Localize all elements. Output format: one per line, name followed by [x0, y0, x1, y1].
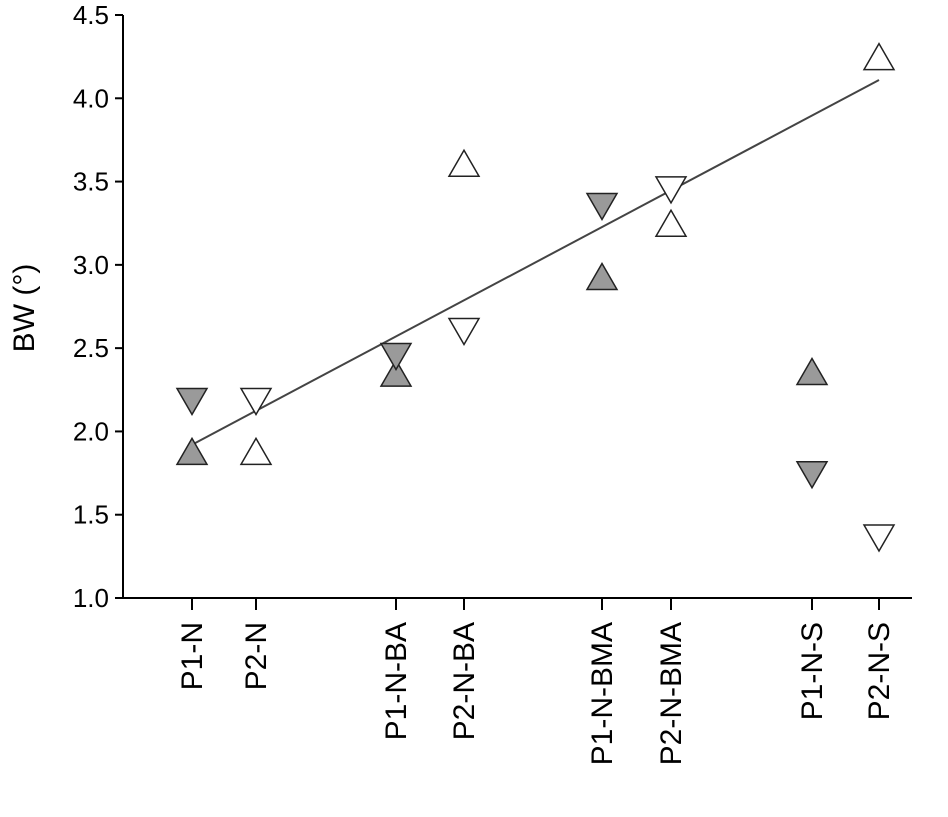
y-tick-label: 3.5	[73, 167, 109, 197]
trendline-group	[191, 79, 880, 446]
y-tick-label: 4.5	[73, 0, 109, 30]
y-tick-label: 3.0	[73, 250, 109, 280]
x-tick-label: P2-N-BMA	[655, 622, 688, 765]
data-point-triangle-down	[379, 342, 413, 371]
y-axis-label: BW (°)	[8, 264, 41, 353]
data-point-triangle-down	[795, 460, 829, 490]
y-tick-label: 1.0	[73, 583, 109, 613]
x-tick-label: P2-N-S	[863, 622, 896, 720]
data-markers	[175, 42, 896, 553]
trendline	[191, 79, 880, 446]
y-tick-label: 1.5	[73, 500, 109, 530]
data-point-triangle-down	[239, 387, 273, 416]
data-point-triangle-up	[585, 262, 619, 291]
data-point-triangle-up	[447, 148, 481, 177]
y-tick-label: 4.0	[73, 83, 109, 113]
axes	[115, 14, 912, 610]
data-point-triangle-down	[447, 317, 481, 346]
data-point-triangle-up	[379, 358, 413, 387]
data-point-triangle-up	[795, 356, 829, 386]
data-point-triangle-up	[239, 436, 273, 466]
tick-labels: 1.0 1.5 2.0 2.5 3.0 3.5 4.0 4.5 P1-N P2-N P1-N-BA P…	[73, 0, 896, 765]
x-tick-label: P1-N-S	[796, 622, 829, 720]
data-point-triangle-down	[585, 192, 619, 222]
x-tick-label: P1-N	[176, 622, 209, 690]
y-tick-label: 2.0	[73, 416, 109, 446]
data-point-triangle-up	[654, 208, 688, 237]
data-point-triangle-up	[175, 436, 209, 466]
data-point-triangle-down	[654, 176, 688, 205]
x-tick-label: P1-N-BA	[380, 622, 413, 740]
x-tick-label: P2-N	[240, 622, 273, 690]
data-point-triangle-down	[862, 524, 896, 553]
data-point-triangle-down	[175, 387, 209, 416]
data-point-triangle-up	[862, 42, 896, 71]
y-tick-label: 2.5	[73, 333, 109, 363]
x-tick-label: P2-N-BA	[448, 622, 481, 740]
x-tick-label: P1-N-BMA	[586, 622, 619, 765]
